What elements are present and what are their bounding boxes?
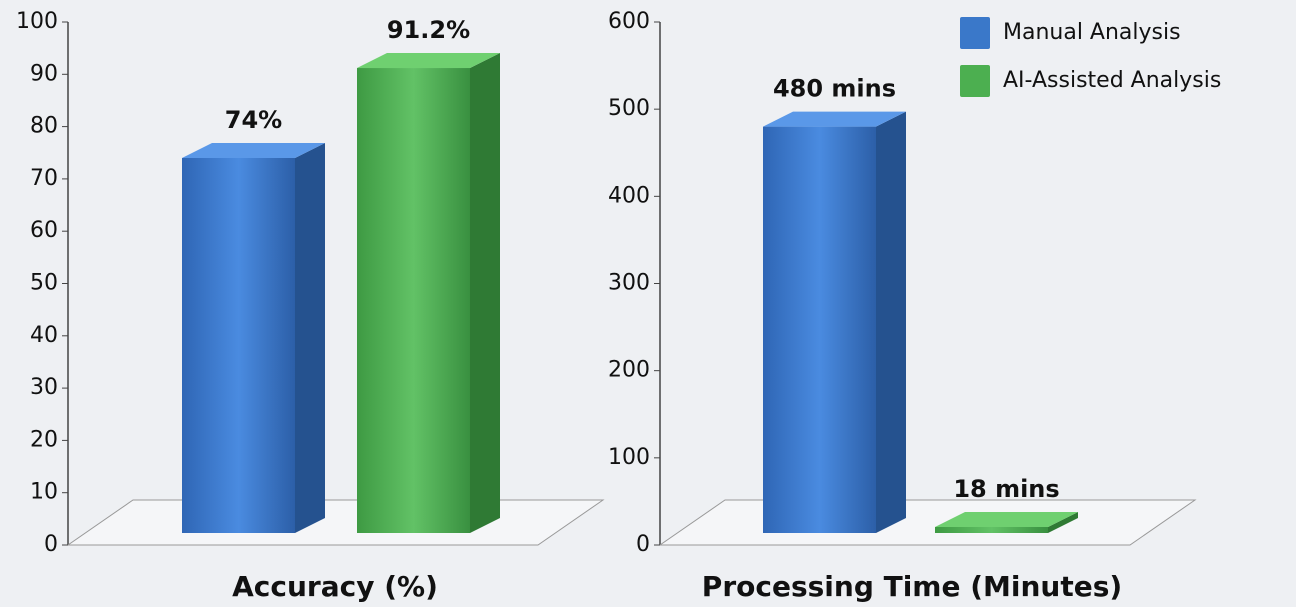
x-axis-label: Processing Time (Minutes) xyxy=(702,570,1122,603)
bar-side xyxy=(295,142,325,534)
bar-top xyxy=(357,53,500,69)
y-tick-label: 600 xyxy=(608,9,650,34)
floor xyxy=(66,499,605,546)
bar-top xyxy=(182,142,325,158)
value-label: 91.2% xyxy=(387,16,470,44)
bar-side xyxy=(470,53,500,534)
y-tick-label: 300 xyxy=(608,271,650,296)
y-tick-label: 400 xyxy=(608,183,650,208)
y-tick-label: 40 xyxy=(30,323,58,348)
value-label: 18 mins xyxy=(953,475,1059,503)
bar-top xyxy=(763,111,906,127)
bar xyxy=(935,512,1078,533)
y-tick-label: 10 xyxy=(30,480,58,505)
y-tick-label: 90 xyxy=(30,61,58,86)
y-tick-label: 100 xyxy=(608,445,650,470)
y-tick-label: 500 xyxy=(608,96,650,121)
y-tick-label: 50 xyxy=(30,271,58,296)
legend-swatch xyxy=(960,17,990,49)
y-tick-label: 0 xyxy=(636,532,650,557)
legend-label: AI-Assisted Analysis xyxy=(1003,68,1221,93)
y-tick-label: 60 xyxy=(30,218,58,243)
y-tick-label: 20 xyxy=(30,427,58,452)
y-tick-label: 80 xyxy=(30,114,58,139)
y-tick-label: 100 xyxy=(16,9,58,34)
bar-front xyxy=(935,527,1048,533)
value-label: 74% xyxy=(225,106,282,134)
y-tick-label: 30 xyxy=(30,375,58,400)
bar-front xyxy=(357,68,470,534)
bar xyxy=(357,53,500,534)
bar-side xyxy=(876,111,906,533)
y-tick-label: 70 xyxy=(30,166,58,191)
legend-label: Manual Analysis xyxy=(1003,20,1181,45)
y-tick-label: 200 xyxy=(608,358,650,383)
bar-top xyxy=(935,512,1078,527)
floor xyxy=(658,499,1197,546)
bar-side xyxy=(1048,512,1078,533)
bar xyxy=(763,111,906,533)
bar xyxy=(182,142,325,534)
y-tick-label: 0 xyxy=(44,532,58,557)
x-axis-label: Accuracy (%) xyxy=(232,570,438,603)
bar-front xyxy=(763,126,876,533)
value-label: 480 mins xyxy=(773,75,896,103)
bar-front xyxy=(182,157,295,534)
legend-swatch xyxy=(960,65,990,97)
